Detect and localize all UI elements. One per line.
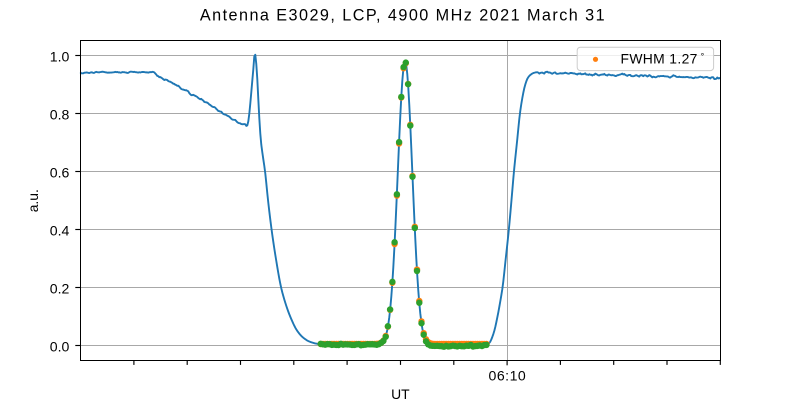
svg-text:FWHM 1.27 °: FWHM 1.27 °: [621, 51, 705, 67]
svg-text:0.8: 0.8: [50, 106, 70, 122]
svg-text:Antenna E3029, LCP, 4900 MHz 2: Antenna E3029, LCP, 4900 MHz 2021 March …: [200, 6, 606, 24]
svg-text:a.u.: a.u.: [25, 189, 41, 212]
svg-text:06:10: 06:10: [489, 367, 527, 383]
svg-text:0.6: 0.6: [50, 164, 70, 180]
svg-text:0.2: 0.2: [50, 280, 70, 296]
svg-text:0.4: 0.4: [50, 222, 70, 238]
svg-text:0.0: 0.0: [50, 338, 70, 354]
svg-text:1.0: 1.0: [50, 48, 70, 64]
svg-text:UT: UT: [391, 386, 410, 400]
